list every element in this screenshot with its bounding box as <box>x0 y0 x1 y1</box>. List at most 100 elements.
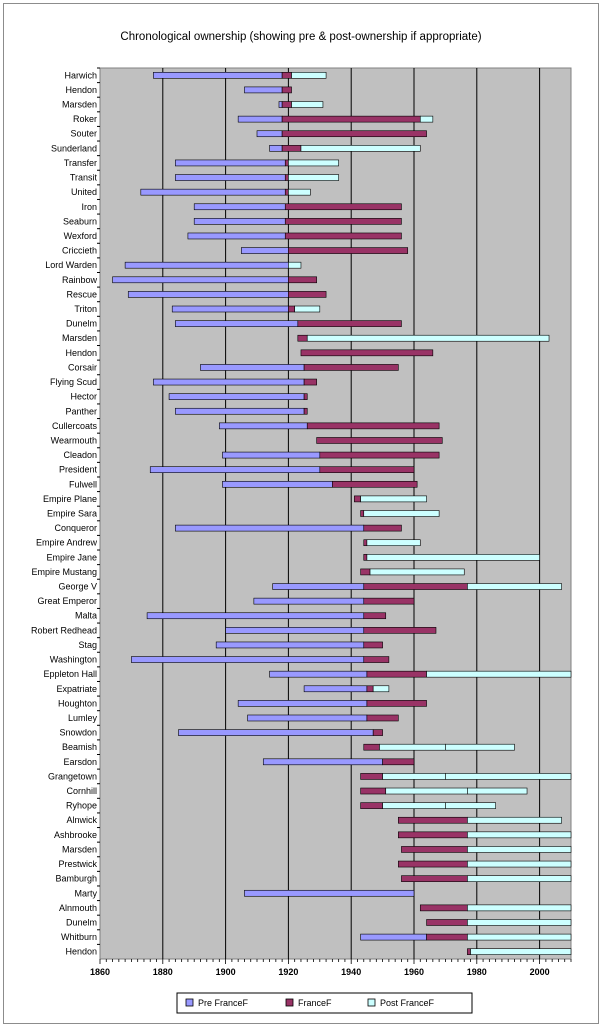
bar-segment-post-francef <box>467 904 572 912</box>
bar-segment-post-francef <box>288 188 311 196</box>
category-label: Robert Redhead <box>31 625 97 635</box>
bar-segment-pre-francef <box>131 656 365 663</box>
bar-segment-pre-francef <box>278 101 283 108</box>
bar-segment-pre-francef <box>247 714 368 722</box>
category-label: Empire Andrew <box>36 538 98 548</box>
bar-segment-francef <box>300 349 434 357</box>
chart-frame: Chronological ownership (showing pre & p… <box>3 3 599 1024</box>
bar-segment-francef <box>426 919 468 926</box>
bar-segment-francef <box>397 831 468 839</box>
category-label: United <box>71 187 97 197</box>
category-label: Souter <box>70 129 97 139</box>
bar-segment-pre-francef <box>187 232 286 240</box>
x-tick-label: 1900 <box>216 967 236 977</box>
bar-segment-pre-francef <box>256 130 283 138</box>
category-label: Hendon <box>65 85 97 95</box>
bar-segment-post-francef <box>467 846 572 853</box>
bar-segment-pre-francef <box>269 670 368 678</box>
bar-segment-post-francef <box>385 787 468 795</box>
bar-segment-pre-francef <box>219 422 308 430</box>
bar-segment-pre-francef <box>175 320 299 327</box>
legend-swatch <box>185 998 194 1007</box>
category-label: Stag <box>78 640 97 650</box>
bar-segment-post-francef <box>366 554 540 561</box>
bar-segment-francef <box>303 378 317 386</box>
x-tick-label: 1860 <box>90 967 110 977</box>
bar-segment-pre-francef <box>241 247 289 254</box>
category-label: Dunelm <box>66 917 97 927</box>
ownership-chart: Chronological ownership (showing pre & p… <box>31 31 572 1014</box>
bar-segment-francef <box>281 72 292 79</box>
bar-segment-francef <box>281 130 427 138</box>
bar-segment-pre-francef <box>178 729 374 736</box>
x-tick-label: 1920 <box>278 967 298 977</box>
category-label: Ashbrooke <box>54 830 97 840</box>
legend-label: Pre FranceF <box>198 998 249 1008</box>
bar-segment-francef <box>288 276 317 284</box>
bar-segment-post-francef <box>467 787 528 795</box>
bar-segment-francef <box>281 101 292 108</box>
bar-segment-pre-francef <box>124 261 289 269</box>
category-label: Criccieth <box>62 246 97 256</box>
bars-layer <box>112 72 572 955</box>
bar-segment-francef <box>360 773 383 780</box>
bar-segment-post-francef <box>467 583 562 590</box>
bar-segment-francef <box>303 407 308 415</box>
bar-segment-francef <box>363 583 468 590</box>
category-label: Ryhope <box>66 801 97 811</box>
bar-segment-francef <box>284 159 289 167</box>
bar-segment-francef <box>366 714 399 722</box>
bar-segment-post-francef <box>382 773 446 780</box>
category-label: Roker <box>73 114 97 124</box>
bar-segment-francef <box>366 700 427 707</box>
bar-segment-post-francef <box>467 919 572 926</box>
bar-segment-pre-francef <box>171 305 289 313</box>
bar-segment-post-francef <box>363 510 440 517</box>
bar-segment-francef <box>284 232 402 240</box>
x-axis-ticks: 1860 1880 1900 1920 1940 1960 1980 2000 <box>90 959 572 977</box>
legend-swatch <box>285 998 294 1007</box>
bar-segment-pre-francef <box>140 188 286 196</box>
bar-segment-francef <box>281 115 421 123</box>
bar-segment-francef <box>319 451 440 459</box>
category-label: Marty <box>75 888 98 898</box>
bar-segment-pre-francef <box>237 700 368 707</box>
bar-segment-post-francef <box>294 305 321 313</box>
bar-segment-francef <box>281 86 292 94</box>
bar-segment-francef <box>284 174 289 181</box>
plot-area <box>99 67 572 960</box>
category-label: Houghton <box>58 698 97 708</box>
category-label: Rescue <box>66 289 97 299</box>
category-label: Empire Sara <box>47 509 97 519</box>
x-tick-label: 1880 <box>153 967 173 977</box>
x-tick-label: 1940 <box>341 967 361 977</box>
category-label: President <box>59 465 98 475</box>
bar-segment-francef <box>306 422 440 430</box>
bar-segment-pre-francef <box>149 466 321 473</box>
bar-segment-pre-francef <box>237 115 283 123</box>
bar-segment-francef <box>303 364 399 371</box>
category-label: George V <box>58 582 97 592</box>
bar-segment-post-francef <box>366 539 421 547</box>
bar-segment-pre-francef <box>303 685 368 693</box>
bar-segment-francef <box>363 612 387 620</box>
bar-segment-post-francef <box>467 875 572 882</box>
category-label: Alnmouth <box>59 903 97 913</box>
bar-segment-francef <box>288 305 295 313</box>
category-label: Marsden <box>62 333 97 343</box>
bar-segment-francef <box>401 875 468 882</box>
category-labels: Harwich Hendon Marsden Roker Souter Sunderlan… <box>31 67 100 957</box>
category-label: Transit <box>70 173 98 183</box>
bar-segment-pre-francef <box>175 407 305 415</box>
bar-segment-pre-francef <box>200 364 305 371</box>
bar-segment-pre-francef <box>175 524 365 532</box>
bar-segment-post-francef <box>291 72 327 79</box>
bar-segment-francef <box>397 816 468 824</box>
category-label: Dunelm <box>66 319 97 329</box>
category-label: Iron <box>81 202 97 212</box>
category-label: Snowdon <box>59 728 97 738</box>
bar-segment-francef <box>360 568 371 576</box>
bar-segment-pre-francef <box>153 72 283 79</box>
x-tick-label: 2000 <box>530 967 550 977</box>
category-label: Prestwick <box>58 859 97 869</box>
